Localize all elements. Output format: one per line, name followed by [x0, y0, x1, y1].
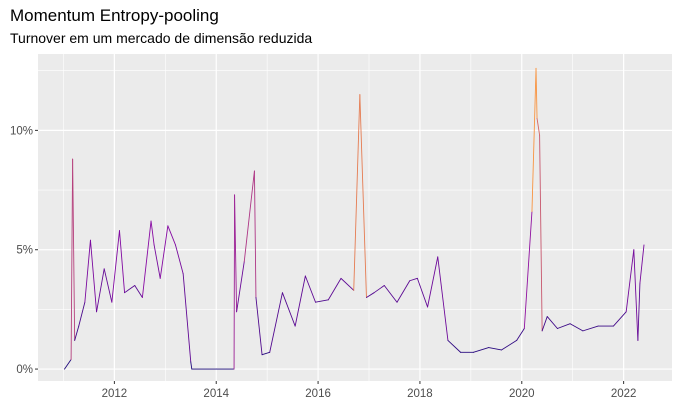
- series-line-segment: [74, 325, 80, 341]
- series-line-segment: [327, 277, 342, 301]
- plot-panel: [38, 54, 672, 381]
- chart-title: Momentum Entropy-pooling: [10, 6, 219, 25]
- series-line-segment: [373, 285, 385, 294]
- series-line-segment: [639, 244, 645, 284]
- series-line-segment: [119, 230, 126, 294]
- series-line-segment: [359, 94, 367, 298]
- series-line-segment: [255, 297, 263, 356]
- series-line-segment: [167, 225, 176, 246]
- y-axis: 0% 5% 10%: [10, 125, 38, 376]
- series-line-segment: [134, 285, 143, 298]
- x-axis: 2012 2014 2016 2018 2020 2022: [102, 381, 637, 400]
- series-line-segment: [427, 256, 439, 308]
- series-line-segment: [416, 277, 429, 308]
- series-line-segment: [111, 230, 120, 303]
- series-line-segment: [89, 239, 98, 313]
- series-line-segment: [625, 249, 635, 313]
- series-line-segment: [531, 67, 537, 212]
- series-line-segment: [96, 268, 105, 313]
- series-line-segment: [637, 282, 641, 341]
- series-line-segment: [175, 244, 184, 275]
- series-line-segment: [269, 292, 283, 353]
- series-line-segment: [243, 170, 255, 263]
- series-line-segment: [539, 134, 543, 332]
- series-line-segment: [582, 325, 599, 332]
- series-line-segment: [383, 285, 398, 303]
- y-tick-label: 10%: [10, 125, 33, 137]
- series-line-segment: [78, 301, 86, 327]
- series-line-segment: [633, 249, 639, 341]
- x-tick-label: 2014: [203, 388, 229, 400]
- series-line-segment: [72, 158, 76, 341]
- series-line-segment: [261, 351, 271, 356]
- series-line-segment: [500, 339, 518, 351]
- series-line-segment: [150, 220, 155, 246]
- series-line-segment: [447, 339, 462, 353]
- y-tick-label: 0%: [16, 364, 33, 376]
- series-line-segment: [84, 239, 91, 303]
- series-line-segment: [396, 280, 411, 303]
- y-tick-label: 5%: [16, 245, 33, 257]
- series-line-segment: [353, 94, 361, 291]
- series-layer: [64, 67, 645, 370]
- series-line-segment: [366, 292, 375, 298]
- minor-gridlines: [38, 54, 672, 381]
- series-line-segment: [236, 261, 245, 313]
- series-line-segment: [535, 67, 538, 119]
- series-line-segment: [253, 170, 257, 298]
- chart-subtitle: Turnover em um mercado de dimensão reduz…: [10, 30, 313, 46]
- series-line-segment: [516, 328, 525, 341]
- series-line-segment: [340, 277, 355, 291]
- series-line-segment: [141, 220, 152, 298]
- major-gridlines: [38, 54, 672, 381]
- series-line-segment: [64, 359, 72, 370]
- series-line-segment: [233, 194, 236, 370]
- series-line-segment: [569, 323, 584, 332]
- x-tick-label: 2012: [102, 388, 128, 400]
- x-tick-label: 2016: [305, 388, 331, 400]
- series-line-segment: [190, 361, 193, 370]
- series-line-segment: [124, 285, 136, 294]
- x-tick-label: 2022: [611, 388, 637, 400]
- series-line-segment: [437, 256, 449, 341]
- series-line-segment: [315, 299, 329, 303]
- x-tick-label: 2020: [509, 388, 535, 400]
- series-line-segment: [281, 292, 296, 327]
- series-line-segment: [159, 225, 169, 279]
- series-line-segment: [153, 244, 161, 279]
- series-line-segment: [536, 117, 541, 136]
- series-line-segment: [304, 275, 316, 303]
- series-line-segment: [612, 311, 627, 327]
- series-line-segment: [488, 347, 502, 351]
- x-tick-label: 2018: [407, 388, 433, 400]
- series-line-segment: [103, 268, 113, 303]
- series-line-segment: [294, 275, 306, 327]
- series-line-segment: [234, 194, 238, 313]
- series-line-segment: [409, 277, 418, 282]
- series-line-segment: [70, 158, 74, 360]
- series-line-segment: [523, 211, 533, 329]
- series-line-segment: [541, 316, 548, 332]
- series-line-segment: [182, 273, 192, 363]
- series-line-segment: [556, 323, 571, 329]
- series-line-segment: [472, 347, 490, 353]
- series-line-segment: [546, 316, 558, 329]
